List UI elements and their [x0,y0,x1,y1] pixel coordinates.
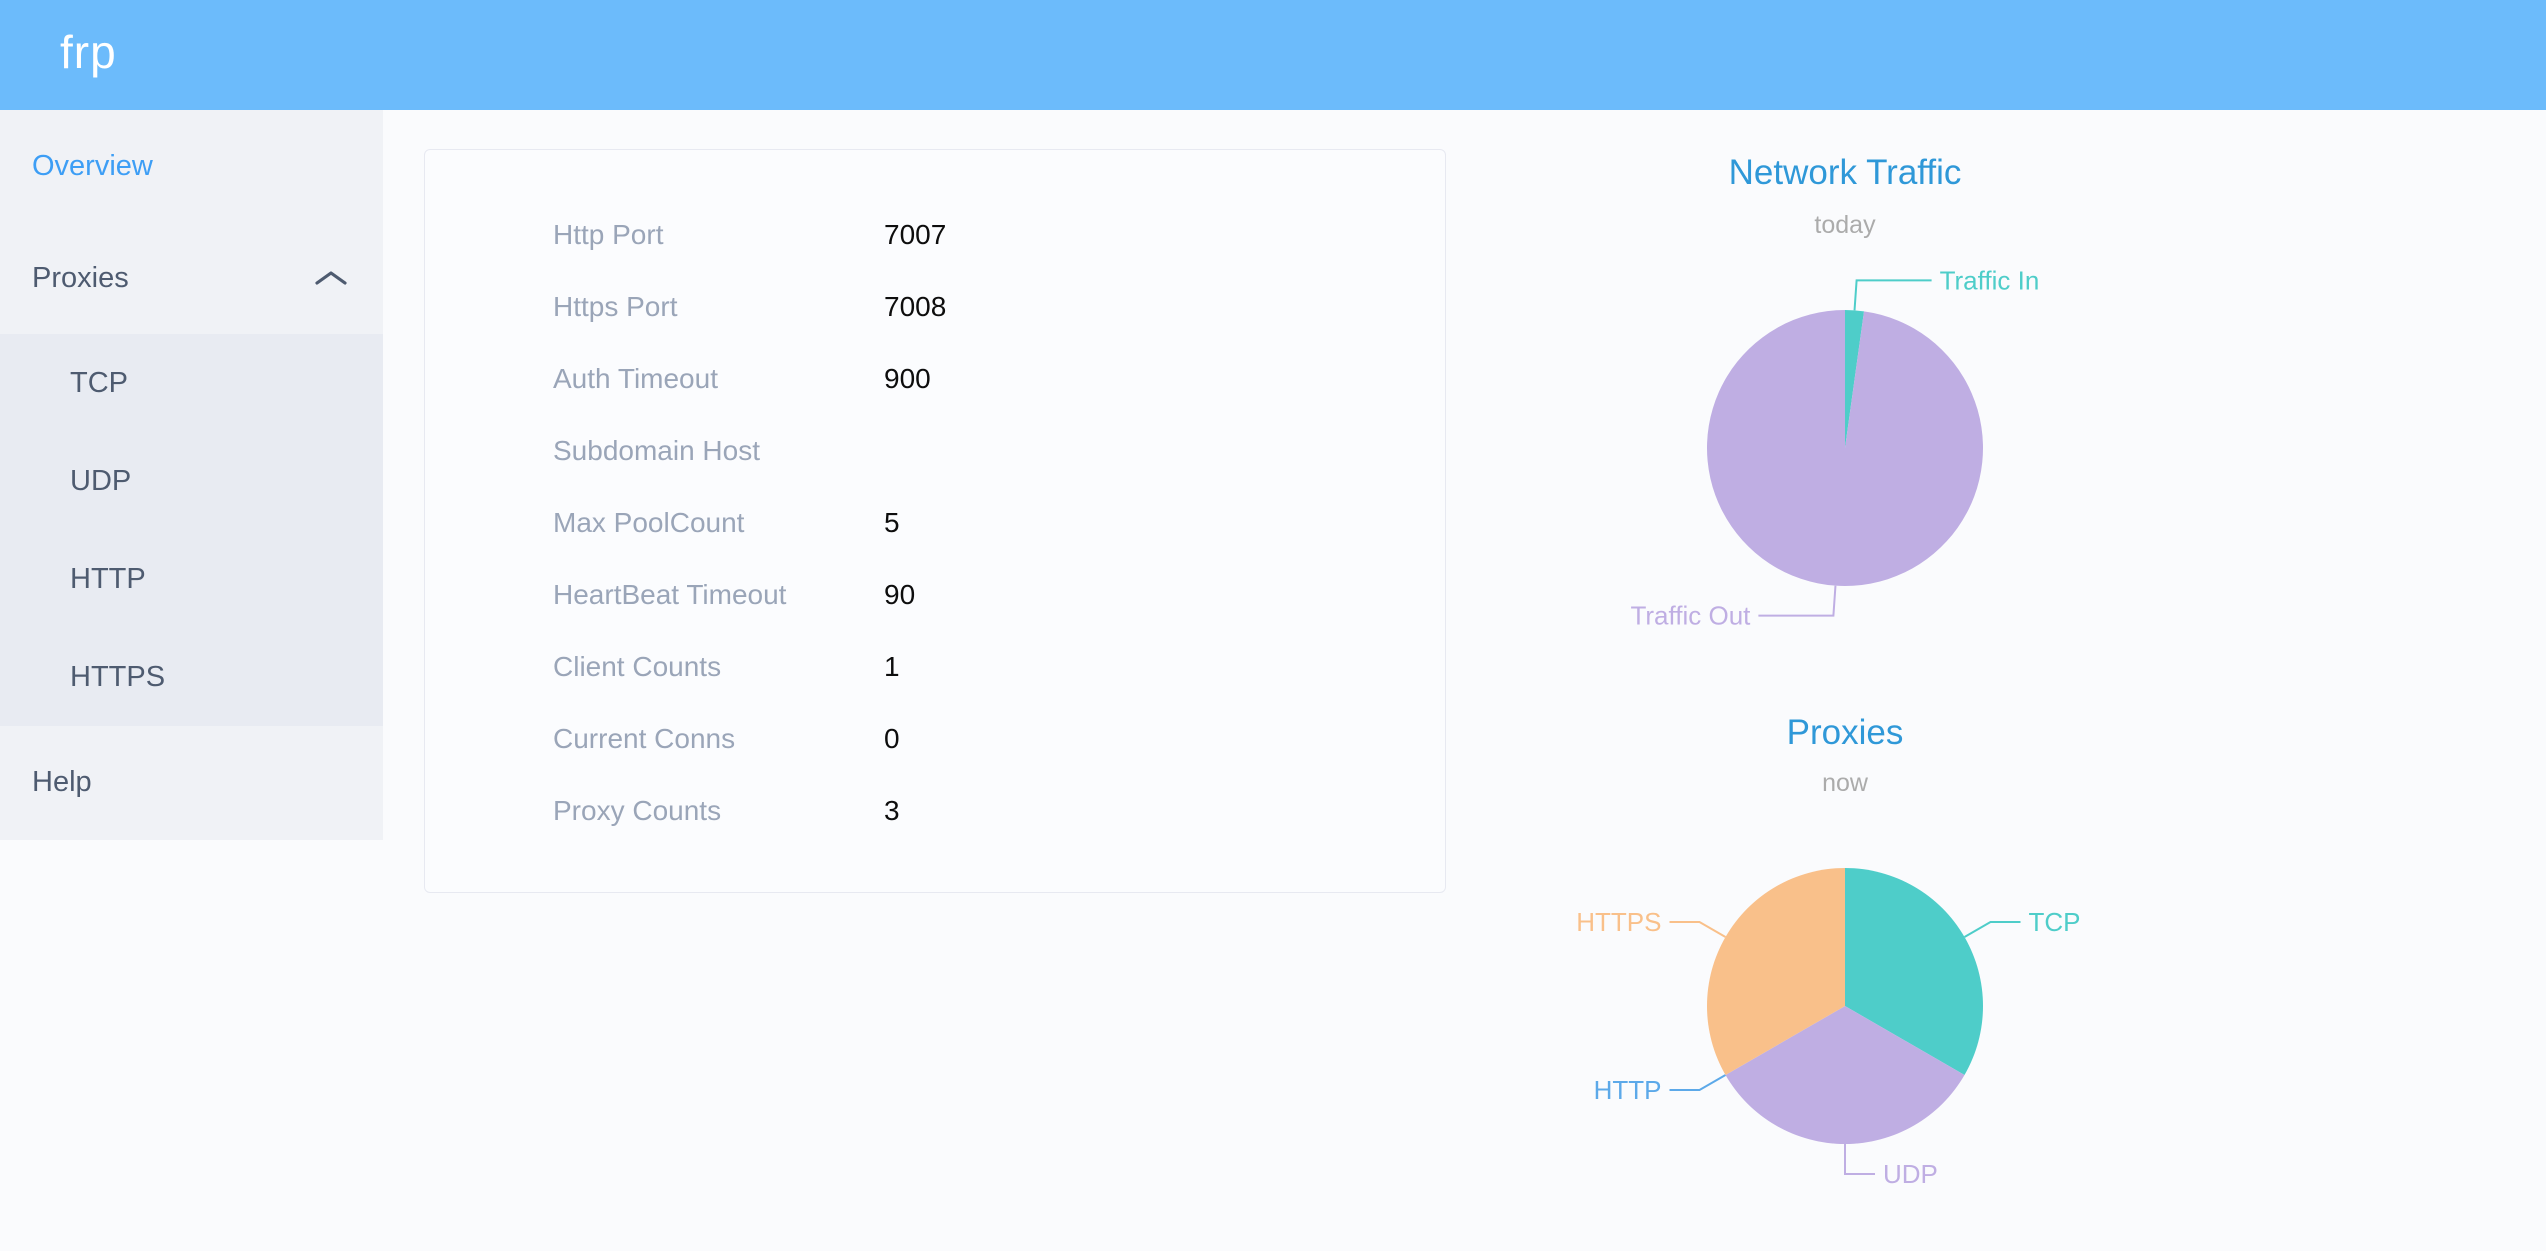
table-row: Https Port 7008 [425,271,1445,343]
sidebar-item-tcp-label: TCP [70,366,128,399]
sidebar-item-https-label: HTTPS [70,660,166,693]
sidebar-item-help[interactable]: Help [0,726,383,838]
sidebar-item-proxies[interactable]: Proxies [0,222,383,334]
pie-label-udp: UDP [1883,1159,1938,1189]
pie-slice-udp [1725,1006,1965,1144]
network-traffic-pie-chart: Traffic In Traffic Out [1630,265,2040,631]
pie-slice-traffic-in [1845,310,1865,448]
proxies-chart-title: Proxies [1786,713,1904,752]
pie-label-https: HTTPS [1576,907,1661,937]
server-info-card: Http Port 7007 Https Port 7008 Auth Timeou… [424,149,1446,893]
sidebar: Overview Proxies TCP UDP HTTP HTTPS Help [0,110,383,840]
pie-label-line-traffic-out [1758,585,1837,617]
row-value: 0 [884,723,900,754]
row-label: Http Port [553,219,664,250]
table-row: Auth Timeout 900 [425,343,1445,415]
sidebar-item-udp[interactable]: UDP [0,432,383,530]
table-row: Max PoolCount 5 [425,487,1445,559]
table-row: Http Port 7007 [425,199,1445,271]
network-traffic-chart-title: Network Traffic [1728,153,1962,192]
pie-slice-https [1707,868,1845,1075]
sidebar-item-overview-label: Overview [32,149,153,182]
row-value: 90 [884,579,916,610]
row-label: Subdomain Host [553,435,761,466]
app-header: frp [0,0,2546,110]
frp-logo: frp [60,26,117,78]
row-value: 3 [884,795,900,826]
row-label: HeartBeat Timeout [553,579,787,610]
sidebar-item-http-label: HTTP [70,562,146,595]
pie-label-line-traffic-in [1853,279,1932,311]
row-value: 7007 [884,219,947,250]
row-value: 7008 [884,291,947,322]
pie-slice-tcp [1845,868,1983,1075]
row-label: Client Counts [553,651,722,682]
pie-label-line-https [1669,921,1726,938]
table-row: Client Counts 1 [425,631,1445,703]
chevron-up-icon [314,269,348,287]
server-info-rows: Http Port 7007 Https Port 7008 Auth Timeou… [425,199,1445,847]
sidebar-item-https[interactable]: HTTPS [0,628,383,726]
row-label: Proxy Counts [553,795,722,826]
sidebar-item-http[interactable]: HTTP [0,530,383,628]
row-label: Https Port [553,291,678,322]
row-label: Auth Timeout [553,363,718,394]
pie-label-line-tcp [1964,921,2021,938]
pie-label-traffic-out: Traffic Out [1630,601,1751,631]
sidebar-proxies-submenu: TCP UDP HTTP HTTPS [0,334,383,726]
row-value: 5 [884,507,900,538]
sidebar-item-overview[interactable]: Overview [0,110,383,222]
pie-label-traffic-in: Traffic In [1940,265,2040,295]
pie-slice-traffic-out [1707,310,1983,586]
table-row: Proxy Counts 3 [425,775,1445,847]
table-row: HeartBeat Timeout 90 [425,559,1445,631]
sidebar-item-udp-label: UDP [70,464,132,497]
network-traffic-chart-subtitle: today [1814,211,1876,239]
proxies-pie-chart: TCP UDP HTTP HTTPS [1576,868,2080,1189]
sidebar-item-proxies-label: Proxies [32,261,129,294]
table-row: Current Conns 0 [425,703,1445,775]
pie-label-http: HTTP [1594,1075,1662,1105]
pie-label-tcp: TCP [2028,907,2080,937]
pie-label-line-http [1669,1074,1726,1091]
sidebar-item-help-label: Help [32,765,92,798]
sidebar-item-tcp[interactable]: TCP [0,334,383,432]
pie-label-line-udp [1844,1144,1875,1175]
row-label: Max PoolCount [553,507,745,538]
row-value: 1 [884,651,900,682]
table-row: Subdomain Host [425,415,1445,487]
row-label: Current Conns [553,723,736,754]
proxies-chart-subtitle: now [1822,769,1868,797]
row-value: 900 [884,363,931,394]
